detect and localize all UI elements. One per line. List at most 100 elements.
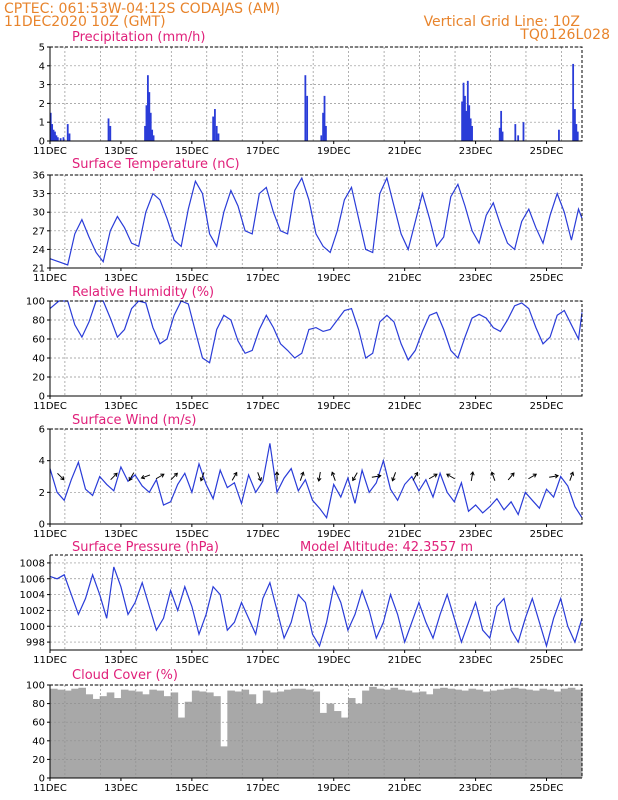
wind-vector-head: [569, 471, 575, 476]
y-tick-label: 1: [39, 118, 45, 129]
y-tick-label: 60: [32, 335, 45, 346]
header-model-id: TQ0126L028: [519, 27, 610, 43]
wind-vector: [412, 472, 418, 481]
x-tick-label: 15DEC: [175, 401, 209, 412]
cloud-bar: [78, 687, 86, 778]
cloud-bar: [120, 689, 129, 778]
cloud-bar: [390, 687, 399, 778]
x-tick-label: 11DEC: [33, 401, 67, 412]
y-tick-label: 4: [39, 456, 45, 467]
panel-annotation: Model Altitude: 42.3557 m: [300, 540, 473, 555]
precip-bar: [146, 75, 149, 141]
y-tick-label: 20: [32, 373, 45, 384]
wind-vector-head: [316, 477, 322, 482]
wind-vector: [528, 473, 537, 480]
cloud-bar: [177, 717, 186, 778]
wind-vector-head: [510, 472, 515, 477]
x-tick-label: 21DEC: [388, 529, 422, 540]
cloud-bar: [511, 687, 519, 778]
cloud-bar: [71, 688, 79, 778]
precip-bar: [306, 95, 309, 141]
cloud-bar: [376, 688, 384, 778]
cloud-bar: [156, 690, 164, 778]
x-tick-label: 23DEC: [459, 783, 493, 794]
x-tick-label: 13DEC: [104, 273, 138, 284]
wind-vector: [331, 472, 336, 481]
x-tick-label: 15DEC: [175, 529, 209, 540]
precip-bar: [468, 105, 471, 141]
wind-vector-head: [554, 473, 559, 479]
wind-vector: [200, 472, 205, 481]
cloud-bar: [85, 694, 94, 778]
precip-bar: [148, 92, 151, 141]
x-tick-label: 25DEC: [530, 655, 564, 666]
cloud-bar: [383, 689, 391, 778]
cloud-bar: [482, 691, 491, 778]
wind-vector-head: [532, 473, 538, 478]
cloud-bar: [227, 690, 235, 778]
x-tick-label: 11DEC: [33, 273, 67, 284]
cloud-bar: [298, 688, 306, 778]
panel-frame: [49, 174, 583, 269]
x-tick-label: 25DEC: [530, 273, 564, 284]
y-tick-label: 80: [32, 316, 45, 327]
precip-bar: [320, 135, 323, 141]
panel-frame: [49, 428, 583, 525]
wind-vector: [446, 473, 455, 480]
precip-bar: [152, 135, 155, 141]
cloud-bar: [539, 688, 548, 778]
cloud-bar: [454, 689, 462, 778]
precip-bar: [461, 101, 464, 141]
cloud-bar: [468, 688, 477, 778]
precip-bar: [325, 125, 327, 141]
wind-vector-head: [257, 477, 263, 482]
wind-vector-head: [352, 476, 357, 482]
y-tick-label: 40: [32, 736, 45, 747]
x-tick-label: 25DEC: [530, 529, 564, 540]
y-tick-label: 1006: [20, 574, 45, 585]
wind-vector: [141, 474, 151, 479]
series-line: [49, 300, 583, 364]
cloud-bar: [284, 689, 292, 778]
panel-surface-wind-m-s: Surface Wind (m/s) 0 2 4 6 11DEC 13DEC 15DEC 17D…: [33, 413, 583, 540]
precip-bar: [575, 124, 578, 141]
precip-bar: [214, 109, 216, 141]
panel-frame: [49, 554, 583, 651]
cloud-bar: [248, 694, 257, 778]
cloud-bar: [241, 689, 250, 778]
wind-vector-head: [414, 471, 419, 477]
wind-vector-head: [446, 473, 451, 478]
cloud-bar: [92, 698, 101, 778]
cloud-bar: [362, 690, 370, 778]
y-tick-label: 21: [32, 264, 45, 275]
y-tick-label: 100: [26, 297, 45, 308]
x-tick-label: 25DEC: [530, 401, 564, 412]
x-tick-label: 11DEC: [33, 529, 67, 540]
x-tick-label: 23DEC: [459, 655, 493, 666]
y-tick-label: 1002: [20, 606, 45, 617]
precip-bar: [576, 131, 579, 141]
cloud-bar: [411, 692, 420, 778]
x-tick-label: 19DEC: [317, 273, 351, 284]
precip-bar: [212, 116, 215, 141]
wind-vector: [371, 475, 381, 478]
wind-vector-head: [433, 473, 438, 478]
x-tick-label: 11DEC: [33, 655, 67, 666]
precip-bar: [55, 135, 58, 141]
wind-vector: [299, 472, 304, 481]
x-tick-label: 17DEC: [246, 655, 280, 666]
panel-title: Surface Pressure (hPa): [72, 540, 219, 555]
panel-precipitation-mm-h: Precipitation (mm/h) 0 1 2 3 4 5 11DEC 13DEC 15DE…: [33, 30, 583, 157]
x-tick-label: 13DEC: [104, 655, 138, 666]
panel-surface-temperature-nc: Surface Temperature (nC) 21 24 27 30 33 36 11DE…: [32, 157, 583, 284]
cloud-bar: [50, 688, 58, 778]
wind-vector-head: [274, 471, 280, 476]
y-tick-label: 0: [39, 137, 45, 148]
cloud-bar: [518, 688, 526, 778]
x-tick-label: 15DEC: [175, 655, 209, 666]
precip-bar: [68, 133, 71, 141]
cloud-bar: [312, 691, 321, 778]
wind-vector-head: [391, 477, 396, 482]
precip-bar: [465, 110, 468, 141]
